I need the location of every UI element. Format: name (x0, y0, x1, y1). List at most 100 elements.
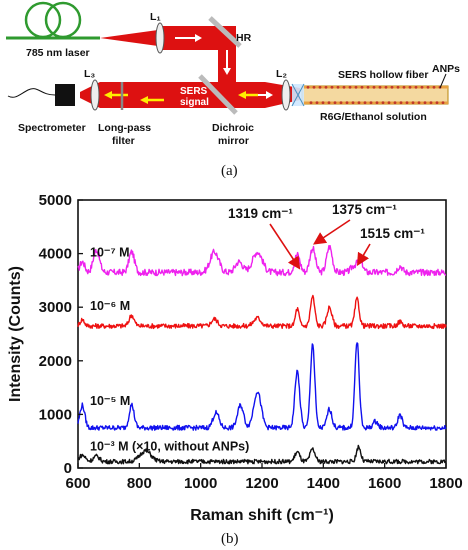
series-label: 10⁻⁶ M (90, 299, 130, 313)
spectrometer-cable-icon (7, 88, 56, 98)
anp-dot (390, 85, 394, 89)
anp-dot (399, 101, 403, 105)
beam-arrowhead-icon (195, 34, 202, 42)
signal-arrowhead-1-icon (104, 91, 112, 99)
anp-dot (315, 101, 319, 105)
anp-dot (411, 101, 415, 105)
anp-dot (366, 85, 370, 89)
fiber-label: SERS hollow fiber (338, 69, 428, 81)
tick-layer: 600 800 1000 1200 1400 1600 1800 0 1000 2000 3000 4… (39, 192, 463, 492)
hr-label: HR (236, 32, 252, 44)
anp-dot (327, 101, 331, 105)
anp-dots (306, 85, 445, 105)
x-tick-label: 800 (127, 475, 152, 492)
solution-label: R6G/Ethanol solution (320, 111, 427, 123)
fiber-coil-icon (6, 1, 100, 40)
hr-mirror-icon (208, 16, 242, 48)
dichroic-label-2: mirror (218, 135, 249, 147)
peak-arrow-icon (269, 223, 301, 270)
anp-dot (426, 85, 430, 89)
x-tick-label: 1000 (184, 475, 217, 492)
spectrum-line (77, 342, 447, 431)
anp-dot (393, 101, 397, 105)
lens-l1-label: L₁ (150, 11, 161, 23)
anp-dot (357, 101, 361, 105)
spectrometer-label: Spectrometer (18, 122, 86, 134)
spectrum-line (77, 444, 447, 465)
spectrometer-icon (55, 84, 75, 106)
anp-dot (381, 101, 385, 105)
x-tick-label: 1800 (429, 475, 462, 492)
anp-dot (387, 101, 391, 105)
spectrum-line (77, 244, 447, 277)
x-tick-label: 600 (65, 475, 90, 492)
anp-dot (408, 85, 412, 89)
signal-arrowhead-2-icon (140, 96, 148, 104)
sers-signal-label-2: signal (180, 97, 209, 108)
y-tick-label: 2000 (39, 353, 72, 370)
x-tick-label: 1400 (307, 475, 340, 492)
setup-diagram: 785 nm laser L₁ HR Dichroic mirror L₂ (6, 1, 460, 179)
sers-signal-label-1: SERS (180, 86, 208, 97)
anp-dot (378, 85, 382, 89)
anp-dot (348, 85, 352, 89)
x-tick-label: 1600 (368, 475, 401, 492)
anp-dot (441, 101, 445, 105)
filter-label-1: Long-pass (98, 122, 151, 134)
y-axis-title: Intensity (Counts) (7, 266, 24, 402)
lens-l2-label: L₂ (276, 68, 287, 80)
anp-dot (402, 85, 406, 89)
series-label: 10⁻³ M (×10, without ANPs) (90, 439, 249, 453)
anp-dot (309, 101, 313, 105)
anp-dot (432, 85, 436, 89)
dichroic-mirror-icon (198, 74, 238, 115)
anp-dot (384, 85, 388, 89)
anp-dot (363, 101, 367, 105)
series-label: 10⁻⁵ M (90, 394, 130, 408)
anp-dot (435, 101, 439, 105)
anp-dot (375, 101, 379, 105)
anps-label: ANPs (432, 63, 460, 75)
concentration-labels: 10⁻⁷ M 10⁻⁶ M 10⁻⁵ M 10⁻³ M (×10, without A… (90, 245, 249, 453)
anp-dot (351, 101, 355, 105)
anp-dot (405, 101, 409, 105)
anp-dot (306, 85, 310, 89)
peak-arrow-icon (313, 219, 351, 245)
signal-arrows (104, 91, 258, 104)
anp-dot (369, 101, 373, 105)
spectrum-line (77, 294, 447, 330)
anp-dot (360, 85, 364, 89)
anp-dot (417, 101, 421, 105)
signal-arrowhead-3-icon (238, 91, 246, 99)
peak-annotation: 1515 cm⁻¹ (360, 226, 425, 241)
lens-l2-icon (281, 79, 291, 111)
y-tick-label: 0 (64, 460, 72, 477)
anp-dot (318, 85, 322, 89)
lens-l3-icon (90, 79, 100, 111)
anp-dot (324, 85, 328, 89)
peak-arrow-icon (356, 243, 371, 267)
anp-dot (420, 85, 424, 89)
anp-dot (372, 85, 376, 89)
anp-dot (345, 101, 349, 105)
filter-label-2: filter (112, 135, 135, 147)
series-label: 10⁻⁷ M (90, 245, 130, 259)
x-axis-title: Raman shift (cm⁻¹) (190, 507, 334, 524)
laser-label: 785 nm laser (26, 47, 90, 59)
peak-annotation: 1319 cm⁻¹ (228, 206, 293, 221)
anp-dot (330, 85, 334, 89)
anp-dot (414, 85, 418, 89)
anp-dot (336, 85, 340, 89)
x-tick-label: 1200 (245, 475, 278, 492)
lens-l3-label: L₃ (84, 68, 95, 80)
raman-chart: 600 800 1000 1200 1400 1600 1800 0 1000 2000 3000 4… (7, 192, 463, 547)
anp-dot (396, 85, 400, 89)
y-tick-label: 3000 (39, 299, 72, 316)
dichroic-label-1: Dichroic (212, 122, 254, 134)
anp-dot (429, 101, 433, 105)
anp-dot (342, 85, 346, 89)
anp-dot (354, 85, 358, 89)
beam-arrowhead-down-icon (223, 68, 231, 75)
anp-dot (339, 101, 343, 105)
